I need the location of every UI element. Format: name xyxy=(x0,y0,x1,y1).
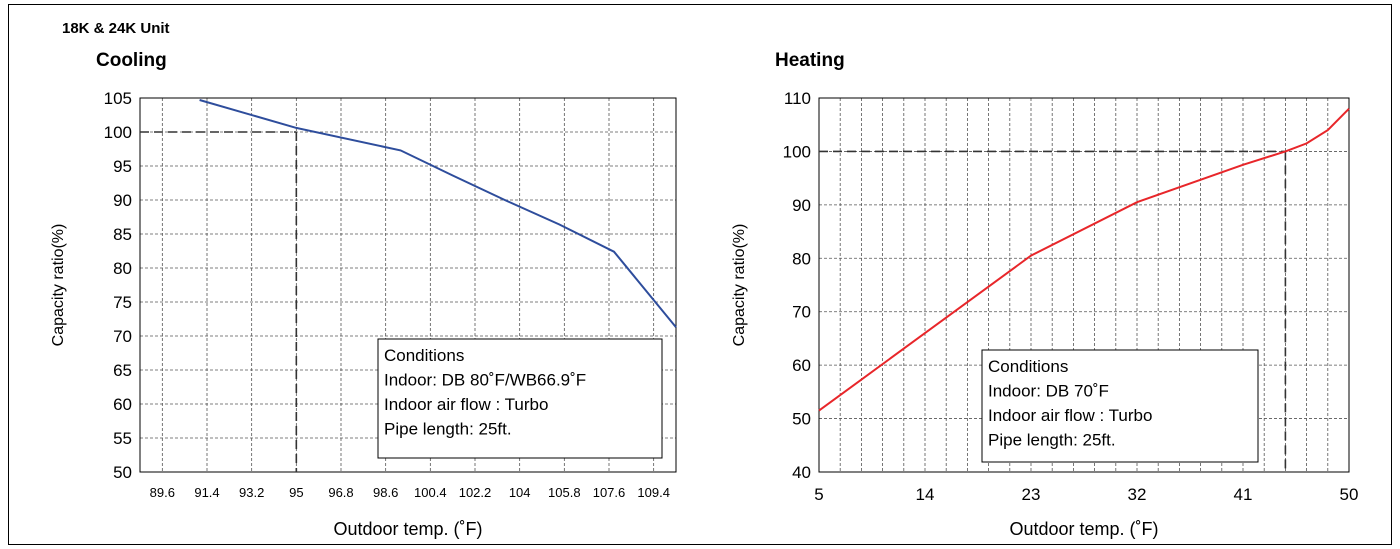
x-tick-label: 102.2 xyxy=(459,485,492,500)
heating-chart-title: Heating xyxy=(775,50,845,71)
y-tick-label: 100 xyxy=(104,123,132,142)
y-tick-label: 85 xyxy=(113,225,132,244)
conditions-box xyxy=(377,338,663,459)
y-tick-label: 105 xyxy=(104,89,132,108)
x-tick-label: 95 xyxy=(289,485,303,500)
plot-area xyxy=(818,97,1350,473)
capacity-series-line xyxy=(199,99,677,328)
y-tick-label: 55 xyxy=(113,429,132,448)
x-tick-label: 41 xyxy=(1234,485,1253,504)
y-tick-label: 70 xyxy=(792,303,811,322)
y-tick-label: 100 xyxy=(783,142,811,161)
cooling-chart-title: Cooling xyxy=(96,50,167,71)
y-tick-label: 70 xyxy=(113,327,132,346)
x-tick-label: 23 xyxy=(1022,485,1041,504)
y-axis-label: Capacity ratio(%) xyxy=(731,224,748,347)
conditions-heading: Conditions xyxy=(988,357,1068,376)
y-tick-label: 40 xyxy=(792,463,811,482)
x-tick-label: 93.2 xyxy=(239,485,264,500)
x-axis-label: Outdoor temp. (˚F) xyxy=(333,519,482,539)
x-tick-label: 50 xyxy=(1340,485,1359,504)
conditions-line: Pipe length: 25ft. xyxy=(988,431,1116,450)
y-tick-label: 90 xyxy=(113,191,132,210)
conditions-line: Indoor air flow : Turbo xyxy=(384,395,548,414)
y-tick-label: 60 xyxy=(113,395,132,414)
x-axis-label: Outdoor temp. (˚F) xyxy=(1009,519,1158,539)
x-tick-label: 32 xyxy=(1128,485,1147,504)
y-tick-label: 50 xyxy=(113,463,132,482)
x-tick-label: 105.8 xyxy=(548,485,581,500)
y-tick-label: 95 xyxy=(113,157,132,176)
y-tick-label: 60 xyxy=(792,356,811,375)
x-tick-label: 100.4 xyxy=(414,485,447,500)
y-axis-label: Capacity ratio(%) xyxy=(50,224,67,347)
y-tick-label: 75 xyxy=(113,293,132,312)
y-tick-label: 90 xyxy=(792,196,811,215)
x-tick-label: 107.6 xyxy=(593,485,626,500)
conditions-heading: Conditions xyxy=(384,346,464,365)
x-tick-label: 109.4 xyxy=(637,485,670,500)
x-tick-label: 104 xyxy=(509,485,531,500)
y-tick-label: 110 xyxy=(784,89,811,108)
x-tick-label: 89.6 xyxy=(150,485,175,500)
y-tick-label: 80 xyxy=(113,259,132,278)
x-tick-label: 96.8 xyxy=(328,485,353,500)
x-tick-label: 91.4 xyxy=(194,485,219,500)
figure-frame xyxy=(8,4,1392,545)
y-tick-label: 80 xyxy=(792,249,811,268)
conditions-line: Pipe length: 25ft. xyxy=(384,420,512,439)
conditions-box xyxy=(981,349,1259,463)
cooling-chart: 50 55 60 65 70 75 80 85 90 95 100 105 89.6 91.4 93.2 95… xyxy=(50,89,677,539)
y-tick-label: 50 xyxy=(792,410,811,429)
x-tick-label: 14 xyxy=(916,485,935,504)
x-tick-label: 5 xyxy=(814,485,823,504)
unit-title: 18K & 24K Unit xyxy=(62,20,170,37)
capacity-series-line xyxy=(818,107,1350,412)
conditions-line: Indoor air flow : Turbo xyxy=(988,406,1152,425)
plot-area xyxy=(139,97,677,473)
conditions-line: Indoor: DB 80˚F/WB66.9˚F xyxy=(384,371,586,390)
x-tick-label: 98.6 xyxy=(373,485,398,500)
y-tick-label: 65 xyxy=(113,361,132,380)
conditions-line: Indoor: DB 70˚F xyxy=(988,382,1109,401)
